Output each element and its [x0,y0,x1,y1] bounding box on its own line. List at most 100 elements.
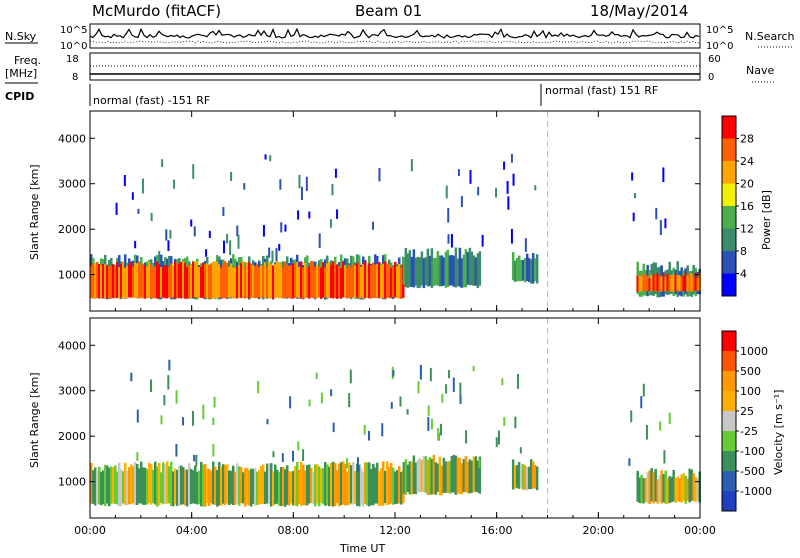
scatter-echo [141,178,144,194]
scatter-echo [279,179,282,190]
band-core-cell [692,277,695,292]
colorbar-swatch [722,228,736,251]
band-cell [274,464,277,505]
band-core-cell [186,267,189,299]
noise-search-trace [90,40,700,44]
scatter-echo [168,359,171,371]
scatter-echo [163,394,166,406]
scatter-echo [406,409,409,415]
band-core-cell [136,263,139,299]
band-cell [360,468,363,505]
scatter-echo [130,372,133,382]
band-cell [458,247,462,287]
band-core-cell [232,267,235,299]
band-cell [511,252,515,281]
band-core-cell [640,276,643,292]
band-cell [682,473,685,501]
band-cell [513,260,517,282]
band-cell [640,474,643,504]
band-core-cell [224,261,227,299]
colorbar-tick-label: 12 [740,223,754,236]
scatter-echo [281,453,284,462]
band-cell [478,251,482,286]
noise-panel: N.Sky 10^5 10^0 10^5 10^0 N.Search [5,23,795,52]
scatter-echo [512,173,515,186]
band-core-cell [118,267,121,299]
band-core-cell [96,262,99,298]
band-core-cell [158,263,161,299]
band-core-cell [228,266,231,298]
band-cell [464,249,468,288]
band-core-cell [364,261,367,299]
band-core-cell [106,265,109,299]
scatter-echo [169,230,172,239]
band-cell [406,464,410,492]
band-cell [432,454,436,495]
scatter-echo [655,207,658,220]
band-cell [104,464,107,507]
band-core-cell [400,267,403,299]
band-cell [527,466,531,490]
band-cell [436,251,440,286]
band-core-cell [378,261,381,299]
band-core-cell [208,265,211,299]
band-cell [370,468,373,506]
band-cell [515,465,519,488]
band-core-cell [302,267,305,299]
band-cell [636,470,639,502]
scatter-echo [212,444,215,457]
scatter-echo [160,415,163,425]
band-cell [527,257,531,283]
band-core-cell [688,273,691,292]
band-cell [652,472,655,504]
scatter-echo [427,405,430,416]
band-cell [390,463,393,504]
y-tick-label: 4000 [58,132,86,145]
scatter-echo [212,417,215,426]
scatter-echo [445,384,448,394]
scatter-echo [208,230,211,238]
x-tick-label: 12:00 [379,524,411,537]
band-core-cell [330,265,333,299]
band-core-cell [670,275,673,292]
colorbar-tick-label: 28 [740,133,754,146]
scatter-echo [243,183,246,190]
band-core-cell [128,264,131,298]
band-cell [438,255,442,287]
band-cell [448,461,452,494]
band-cell [302,464,305,506]
band-cell [136,463,139,506]
band-cell [464,456,468,493]
band-cell [420,251,424,286]
x-tick-label: 16:00 [481,524,513,537]
band-core-cell [316,264,319,299]
band-cell [414,462,418,495]
scatter-echo [275,248,278,262]
band-cell [452,454,456,493]
band-cell [531,461,535,489]
scatter-echo [662,167,665,183]
band-core-cell [154,266,157,299]
band-core-cell [366,265,369,298]
scatter-echo [507,196,510,210]
cpid-panel: CPID normal (fast) -151 RF normal (fast)… [5,84,658,107]
band-cell [166,461,169,504]
band-cell [519,464,523,488]
band-cell [446,461,450,493]
scatter-echo [390,402,393,409]
scatter-echo [439,423,442,436]
band-core-cell [244,266,247,299]
band-cell [254,467,257,506]
band-core-cell [240,263,243,299]
band-core-cell [210,264,213,299]
band-cell [412,249,416,288]
band-core-cell [260,265,263,298]
scatter-echo [460,195,463,208]
band-cell [240,467,243,504]
scatter-echo [193,226,196,237]
band-cell [298,469,301,505]
scatter-echo [663,450,666,464]
scatter-echo [524,238,527,252]
band-cell [102,470,105,505]
scatter-echo [645,425,648,440]
